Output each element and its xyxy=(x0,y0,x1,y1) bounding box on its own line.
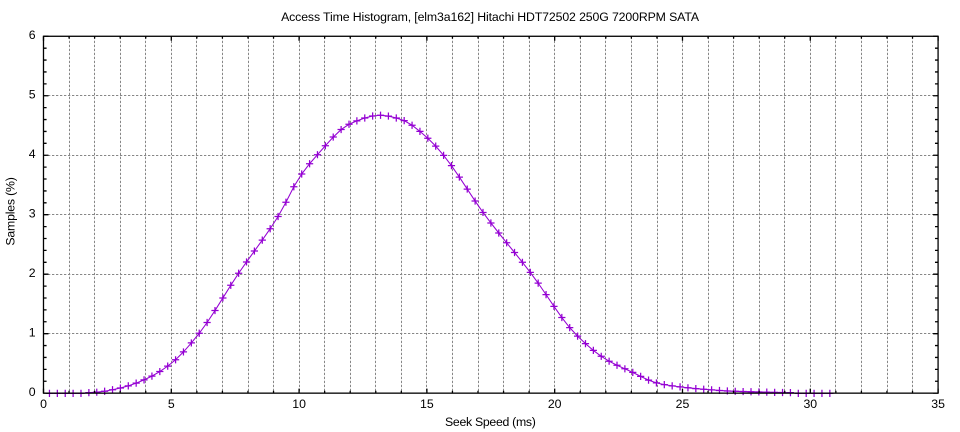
svg-text:20: 20 xyxy=(548,397,562,411)
svg-text:25: 25 xyxy=(676,397,690,411)
svg-text:1: 1 xyxy=(29,325,36,339)
svg-text:0: 0 xyxy=(40,397,47,411)
svg-text:2: 2 xyxy=(29,266,36,280)
svg-text:Access Time Histogram, [elm3a1: Access Time Histogram, [elm3a162] Hitach… xyxy=(281,10,700,24)
svg-text:10: 10 xyxy=(292,397,306,411)
svg-text:3: 3 xyxy=(29,206,36,220)
svg-text:Samples (%): Samples (%) xyxy=(3,177,17,245)
svg-text:4: 4 xyxy=(29,147,36,161)
svg-text:Seek Speed (ms): Seek Speed (ms) xyxy=(445,415,536,429)
svg-text:35: 35 xyxy=(931,397,945,411)
svg-text:6: 6 xyxy=(29,28,36,42)
svg-text:0: 0 xyxy=(29,385,36,399)
svg-text:5: 5 xyxy=(168,397,175,411)
svg-text:30: 30 xyxy=(803,397,817,411)
svg-text:5: 5 xyxy=(29,88,36,102)
svg-text:15: 15 xyxy=(420,397,434,411)
